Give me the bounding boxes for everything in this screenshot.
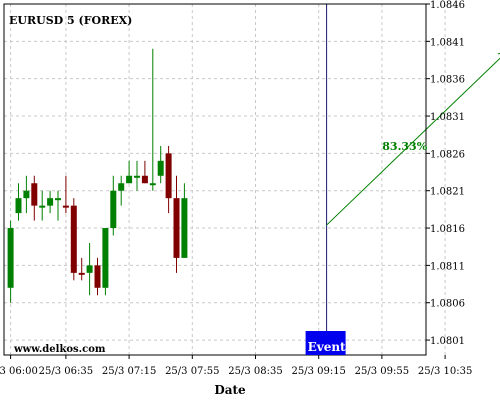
candle-body xyxy=(31,183,38,206)
candle-body xyxy=(141,175,148,184)
x-tick-label: 25/3 07:15 xyxy=(102,366,156,377)
candle-body xyxy=(118,183,125,191)
candle xyxy=(23,175,30,214)
candle xyxy=(78,257,85,281)
y-tick-label: 1.0801 xyxy=(430,336,465,347)
y-axis: 1.0801 1.0806 1.0811 1.0816 1.0821 1.0826 1.08… xyxy=(426,0,465,347)
candle xyxy=(134,160,140,191)
y-tick-label: 1.0821 xyxy=(430,187,465,198)
candle-body xyxy=(7,228,14,288)
x-tick-label: 25/3 06:00 xyxy=(0,366,38,377)
y-tick-label: 1.0831 xyxy=(430,112,465,123)
candle-body xyxy=(94,265,101,288)
projection-percent: 83.33% xyxy=(382,140,427,153)
candle-body xyxy=(23,190,30,199)
chart-title: EURUSD 5 (FOREX) xyxy=(9,14,132,27)
x-tick-label: 25/3 07:55 xyxy=(165,366,219,377)
candle xyxy=(165,145,172,214)
candle xyxy=(102,228,109,296)
y-tick-label: 1.0806 xyxy=(430,299,465,310)
y-tick-label: 1.0811 xyxy=(430,261,465,272)
candle-body xyxy=(134,175,140,178)
plot-background xyxy=(4,4,426,355)
candle xyxy=(110,175,117,236)
candle xyxy=(39,190,46,221)
y-tick-label: 1.0826 xyxy=(430,149,465,160)
y-tick-label: 1.0816 xyxy=(430,224,465,235)
candle-body xyxy=(181,198,188,258)
x-axis-title: Date xyxy=(214,383,246,397)
candle-body xyxy=(15,198,22,214)
y-tick-label: 1.0836 xyxy=(430,75,465,86)
candle xyxy=(126,160,133,184)
candle xyxy=(31,175,38,221)
candle-body xyxy=(102,228,109,288)
y-tick-label: 1.0841 xyxy=(430,37,465,48)
projection-line xyxy=(326,57,500,226)
event-marker: Event xyxy=(305,331,346,355)
candle-body xyxy=(39,205,46,208)
candle xyxy=(94,257,101,296)
candle xyxy=(15,183,22,221)
x-tick-label: 25/3 10:35 xyxy=(418,366,472,377)
x-tick-label: 25/3 08:35 xyxy=(228,366,282,377)
candle xyxy=(62,175,69,214)
candle-body xyxy=(62,205,69,208)
event-label: Event xyxy=(308,340,346,354)
candle xyxy=(181,183,188,258)
candle xyxy=(86,242,93,296)
candle xyxy=(141,160,148,184)
candle xyxy=(157,145,164,184)
candle-body xyxy=(70,205,77,273)
candles xyxy=(7,48,188,303)
watermark-text: www.delkos.com xyxy=(13,344,106,355)
candle xyxy=(7,220,14,303)
event-badge xyxy=(305,331,346,355)
x-tick-label: 25/3 09:55 xyxy=(355,366,409,377)
candle-body xyxy=(126,175,133,184)
candle-body xyxy=(149,183,156,186)
candle-body xyxy=(78,272,85,275)
candle xyxy=(70,198,77,281)
candle xyxy=(173,175,180,273)
candle xyxy=(47,190,54,214)
x-tick-label: 25/3 06:35 xyxy=(39,366,93,377)
x-tick-label: 25/3 09:15 xyxy=(291,366,345,377)
candle-body xyxy=(55,198,61,201)
y-tick-label: 1.0846 xyxy=(430,0,465,11)
candle xyxy=(149,48,156,191)
projection-arrow xyxy=(326,52,500,226)
candle xyxy=(118,175,125,206)
candle-body xyxy=(165,153,172,199)
candle-body xyxy=(173,198,180,258)
plot-frame xyxy=(3,3,427,356)
candle-body xyxy=(110,190,117,229)
candle-body xyxy=(86,265,93,273)
candle-body xyxy=(47,198,54,206)
candle xyxy=(55,190,61,221)
candle-body xyxy=(157,160,164,176)
